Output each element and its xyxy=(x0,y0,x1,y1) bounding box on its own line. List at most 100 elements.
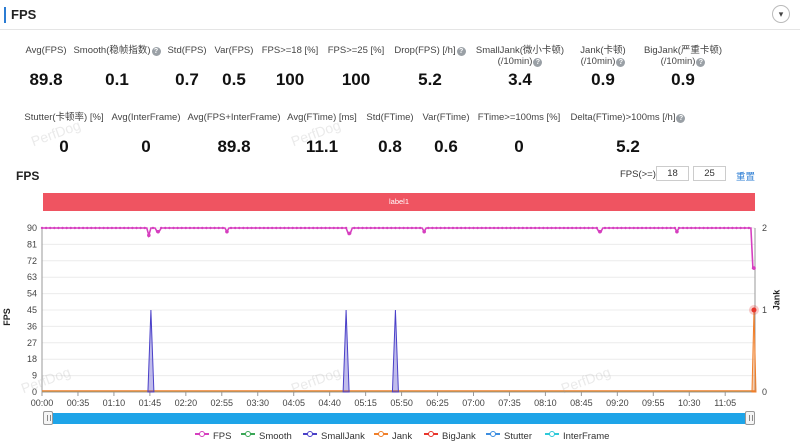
x-tick-label: 05:50 xyxy=(390,398,413,408)
fps-point xyxy=(706,226,709,230)
fps-point xyxy=(513,226,516,230)
fps-point xyxy=(143,226,146,230)
reset-link[interactable]: 重置 xyxy=(736,172,756,183)
help-icon[interactable]: ? xyxy=(151,47,161,56)
help-icon[interactable]: ? xyxy=(456,47,466,56)
fps-point xyxy=(731,226,734,230)
stat-drop-fps-h: Drop(FPS) [/h]? 5.2 xyxy=(360,45,500,90)
fps-threshold-low-input[interactable] xyxy=(656,166,689,181)
stat-label: FTime>=100ms [%] xyxy=(449,112,589,123)
stat-label-unit: (/10min) xyxy=(660,56,696,67)
section-header: FPS ▾ xyxy=(0,0,800,30)
x-tick-label: 10:30 xyxy=(678,398,701,408)
stat-stutter: Stutter(卡顿率) [%] 0 xyxy=(0,112,134,157)
stat-label-text: Var(FTime) xyxy=(422,112,470,123)
fps-point xyxy=(98,226,101,230)
y-tick-label: 90 xyxy=(27,223,37,233)
fps-point xyxy=(270,226,274,230)
x-tick-label: 09:20 xyxy=(606,398,629,408)
stat-label: Delta(FTime)>100ms [/h]? xyxy=(558,112,698,123)
fps-point xyxy=(566,226,570,230)
fps-threshold-high-input[interactable] xyxy=(693,166,726,181)
stat-label-text: Jank(卡顿) xyxy=(580,45,626,56)
fps-point xyxy=(385,226,389,230)
stat-avg-interframe: Avg(InterFrame) 0 xyxy=(76,112,216,157)
slider-track[interactable] xyxy=(43,413,755,424)
fps-point xyxy=(492,226,496,230)
stat-label: Jank(卡顿) (/10min)? xyxy=(533,45,673,67)
time-range-slider[interactable] xyxy=(43,411,755,425)
y-tick-label: 27 xyxy=(27,338,37,348)
fps-point xyxy=(357,226,360,230)
fps-point xyxy=(587,226,590,230)
fps-point xyxy=(287,226,290,230)
fps-point xyxy=(110,226,114,230)
legend-swatch-icon xyxy=(545,430,559,438)
help-icon[interactable]: ? xyxy=(696,58,706,67)
help-icon[interactable]: ? xyxy=(616,58,626,67)
fps-point xyxy=(628,226,631,230)
legend-item-smalljank[interactable]: SmallJank xyxy=(303,430,365,442)
help-icon[interactable]: ? xyxy=(676,114,686,123)
x-tick-label: 08:45 xyxy=(570,398,593,408)
fps-point xyxy=(583,226,586,230)
fps-point xyxy=(192,226,196,230)
fps-point xyxy=(406,226,409,230)
bigjank-point xyxy=(751,307,757,313)
legend-item-stutter[interactable]: Stutter xyxy=(486,430,532,442)
fps-point xyxy=(40,226,44,230)
fps-point xyxy=(579,226,582,230)
collapse-chevron-icon[interactable]: ▾ xyxy=(772,5,790,23)
fps-point xyxy=(484,226,488,230)
fps-point xyxy=(258,226,262,230)
stat-value: 0.1 xyxy=(105,70,129,89)
fps-point xyxy=(570,226,574,230)
stat-var-fps: Var(FPS) 0.5 xyxy=(164,45,304,90)
stat-label: Avg(InterFrame) xyxy=(76,112,216,123)
fps-point xyxy=(698,226,701,230)
fps-point xyxy=(86,226,89,230)
fps-point xyxy=(164,226,167,230)
y-tick-label: 18 xyxy=(27,354,37,364)
stat-label-text: Drop(FPS) [/h] xyxy=(394,45,456,56)
fps-point xyxy=(455,226,459,230)
fps-point xyxy=(180,226,183,230)
stat-value: 5.2 xyxy=(418,70,442,89)
fps-point xyxy=(184,226,188,230)
fps-point xyxy=(653,226,656,230)
fps-point xyxy=(94,226,97,230)
slider-left-handle[interactable] xyxy=(43,411,53,425)
fps-point xyxy=(476,226,479,230)
fps-point xyxy=(151,226,155,230)
x-tick-label: 05:15 xyxy=(354,398,377,408)
fps-dip-point xyxy=(147,233,151,238)
fps-point xyxy=(410,226,414,230)
stat-value: 0.8 xyxy=(378,137,402,156)
stat-label-text: Stutter(卡顿率) [%] xyxy=(24,112,104,123)
legend-item-jank[interactable]: Jank xyxy=(374,430,412,442)
fps-point xyxy=(266,226,270,230)
help-icon[interactable]: ? xyxy=(533,58,543,67)
legend-item-smooth[interactable]: Smooth xyxy=(241,430,292,442)
slider-right-handle[interactable] xyxy=(745,411,755,425)
legend-label: Smooth xyxy=(259,431,292,442)
legend-item-interframe[interactable]: InterFrame xyxy=(545,430,609,442)
stat-label: Stutter(卡顿率) [%] xyxy=(0,112,134,123)
stat-label-text: Std(FPS) xyxy=(167,45,207,56)
fps-point xyxy=(509,226,512,230)
fps-point xyxy=(677,226,681,230)
legend-item-bigjank[interactable]: BigJank xyxy=(424,430,476,442)
fps-point xyxy=(53,226,56,230)
fps-point xyxy=(135,226,138,230)
stat-value: 0.9 xyxy=(591,70,615,89)
fps-point xyxy=(332,226,335,230)
legend-item-fps[interactable]: FPS xyxy=(195,430,231,442)
fps-point xyxy=(77,226,81,230)
fps-point xyxy=(722,226,726,230)
fps-point xyxy=(316,226,319,230)
fps-point xyxy=(324,226,327,230)
fps-point xyxy=(427,226,430,230)
label-band[interactable]: label1 xyxy=(43,193,755,211)
fps-point xyxy=(176,226,179,230)
